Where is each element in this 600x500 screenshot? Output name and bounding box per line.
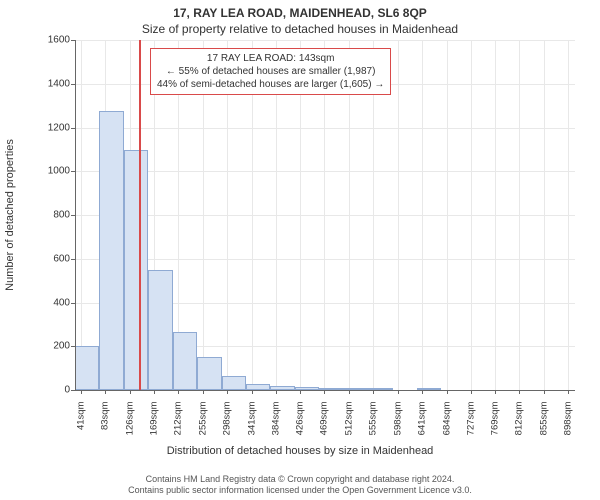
page-subtitle: Size of property relative to detached ho…: [0, 20, 600, 36]
x-tick-label: 83sqm: [100, 402, 111, 452]
y-tick-mark: [71, 390, 75, 391]
x-tick-label: 41sqm: [76, 402, 87, 452]
x-tick-mark: [300, 390, 301, 394]
x-tick-mark: [519, 390, 520, 394]
x-tick-label: 555sqm: [368, 402, 379, 452]
x-tick-label: 812sqm: [514, 402, 525, 452]
histogram-bar: [173, 332, 197, 390]
attribution-line1: Contains HM Land Registry data © Crown c…: [0, 474, 600, 485]
y-tick-label: 0: [30, 385, 70, 396]
y-tick-mark: [71, 171, 75, 172]
y-tick-mark: [71, 215, 75, 216]
gridline-h: [75, 259, 575, 260]
y-tick-label: 800: [30, 210, 70, 221]
x-tick-mark: [252, 390, 253, 394]
x-tick-label: 169sqm: [148, 402, 159, 452]
histogram-bar: [75, 346, 99, 390]
x-tick-label: 769sqm: [489, 402, 500, 452]
x-tick-label: 212sqm: [173, 402, 184, 452]
annotation-line: ← 55% of detached houses are smaller (1,…: [157, 65, 384, 78]
attribution-line2: Contains public sector information licen…: [0, 485, 600, 496]
gridline-h: [75, 40, 575, 41]
x-tick-label: 298sqm: [222, 402, 233, 452]
y-tick-label: 1200: [30, 122, 70, 133]
x-tick-label: 126sqm: [124, 402, 135, 452]
x-tick-mark: [324, 390, 325, 394]
histogram-bar: [99, 111, 123, 390]
gridline-h: [75, 215, 575, 216]
x-tick-label: 855sqm: [538, 402, 549, 452]
x-tick-mark: [178, 390, 179, 394]
gridline-h: [75, 128, 575, 129]
x-tick-mark: [227, 390, 228, 394]
x-tick-label: 255sqm: [197, 402, 208, 452]
annotation-box: 17 RAY LEA ROAD: 143sqm← 55% of detached…: [150, 48, 391, 95]
histogram-bar: [124, 150, 148, 390]
x-tick-mark: [203, 390, 204, 394]
y-tick-mark: [71, 346, 75, 347]
x-tick-label: 384sqm: [271, 402, 282, 452]
x-tick-mark: [422, 390, 423, 394]
histogram-bar: [222, 376, 246, 390]
x-tick-label: 426sqm: [295, 402, 306, 452]
x-tick-label: 898sqm: [563, 402, 574, 452]
x-tick-mark: [349, 390, 350, 394]
x-tick-label: 684sqm: [441, 402, 452, 452]
y-tick-mark: [71, 303, 75, 304]
x-tick-mark: [276, 390, 277, 394]
y-tick-label: 400: [30, 297, 70, 308]
y-tick-mark: [71, 259, 75, 260]
marker-line: [139, 40, 141, 390]
annotation-line: 44% of semi-detached houses are larger (…: [157, 78, 384, 91]
y-tick-mark: [71, 84, 75, 85]
y-tick-label: 600: [30, 253, 70, 264]
gridline-h: [75, 171, 575, 172]
x-tick-mark: [130, 390, 131, 394]
x-tick-label: 341sqm: [246, 402, 257, 452]
x-tick-label: 641sqm: [417, 402, 428, 452]
x-tick-mark: [373, 390, 374, 394]
x-tick-mark: [471, 390, 472, 394]
x-tick-label: 512sqm: [343, 402, 354, 452]
y-tick-label: 1600: [30, 35, 70, 46]
x-tick-label: 469sqm: [319, 402, 330, 452]
page-address-title: 17, RAY LEA ROAD, MAIDENHEAD, SL6 8QP: [0, 0, 600, 20]
y-axis-line: [75, 40, 76, 390]
x-tick-mark: [544, 390, 545, 394]
y-tick-mark: [71, 40, 75, 41]
attribution-text: Contains HM Land Registry data © Crown c…: [0, 474, 600, 497]
y-tick-label: 1000: [30, 166, 70, 177]
x-tick-mark: [495, 390, 496, 394]
histogram-bar: [197, 357, 221, 390]
x-tick-mark: [154, 390, 155, 394]
x-tick-mark: [447, 390, 448, 394]
x-tick-mark: [105, 390, 106, 394]
x-tick-label: 598sqm: [392, 402, 403, 452]
annotation-line: 17 RAY LEA ROAD: 143sqm: [157, 52, 384, 65]
y-tick-label: 200: [30, 341, 70, 352]
y-tick-mark: [71, 128, 75, 129]
x-tick-mark: [398, 390, 399, 394]
histogram-bar: [148, 270, 172, 390]
y-tick-label: 1400: [30, 78, 70, 89]
x-tick-mark: [81, 390, 82, 394]
y-axis-label: Number of detached properties: [4, 139, 16, 291]
x-tick-label: 727sqm: [466, 402, 477, 452]
x-tick-mark: [568, 390, 569, 394]
